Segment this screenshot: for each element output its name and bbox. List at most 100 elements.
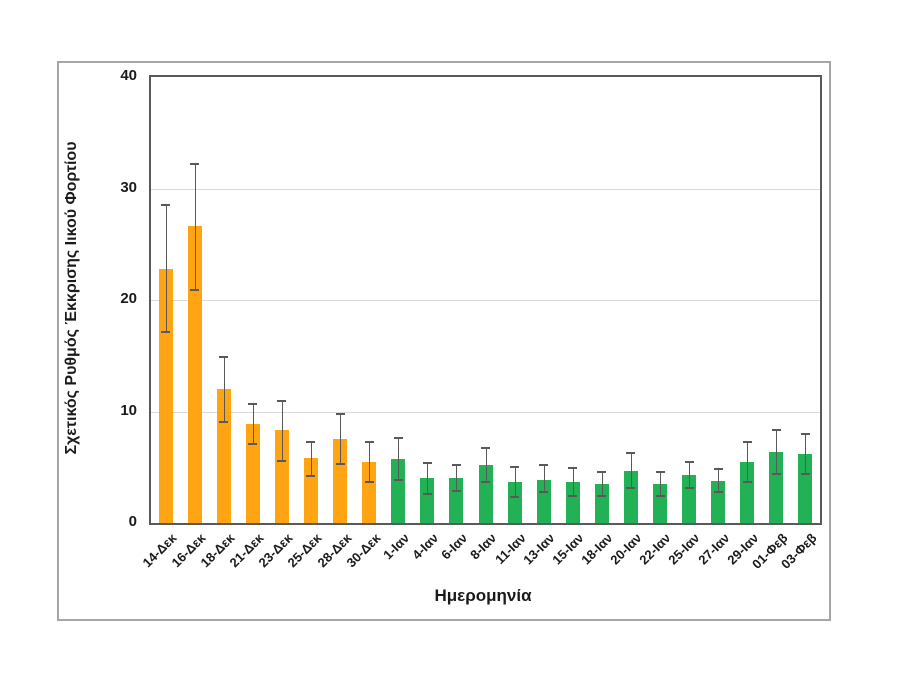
error-bar-cap [655, 495, 665, 498]
bar-30-Δεκ [362, 461, 377, 523]
error-bar-whisker [776, 430, 778, 474]
error-bar-whisker [689, 461, 691, 489]
error-bar-cap [597, 470, 607, 473]
error-bar-whisker [747, 441, 749, 482]
error-bar-cap [277, 459, 287, 462]
y-axis-title: Σχετικός Ρυθμός Έκκρισης Ιικού Φορτίου [63, 141, 80, 455]
bar-15-Ιαν [565, 481, 580, 523]
error-bar-whisker [485, 448, 487, 482]
error-bar-whisker [194, 163, 196, 290]
error-bar-cap [713, 490, 723, 493]
error-bar-cap [306, 475, 316, 478]
error-bar-cap [190, 288, 200, 291]
error-bar-whisker [252, 403, 254, 444]
error-bar-cap [393, 437, 403, 440]
bar-18-Δεκ [216, 389, 231, 523]
error-bar-whisker [398, 438, 400, 480]
y-tick-label-20: 20 [120, 290, 137, 307]
error-bar-cap [248, 402, 258, 405]
error-bar-cap [742, 480, 752, 483]
error-bar-whisker [543, 465, 545, 492]
y-tick-label-10: 10 [120, 401, 137, 419]
error-bar-cap [684, 460, 694, 463]
error-bar-cap [510, 466, 520, 469]
gridline [151, 300, 820, 301]
bar-16-Δεκ [187, 226, 202, 523]
error-bar-cap [190, 162, 200, 165]
gridline [151, 411, 820, 413]
error-bar-cap [422, 461, 432, 464]
error-bar-cap [510, 496, 520, 499]
bar-4-Ιαν [420, 478, 435, 523]
error-bar-cap [713, 468, 723, 471]
error-bar-cap [568, 467, 578, 470]
bar-8-Ιαν [478, 465, 493, 523]
error-bar-cap [161, 331, 171, 334]
error-bar-whisker [310, 441, 312, 477]
bar-23-Δεκ [274, 430, 289, 523]
error-bar-whisker [165, 205, 167, 333]
error-bar-cap [481, 480, 490, 483]
error-bar-cap [306, 440, 316, 443]
x-axis-title: Ημερομηνία [434, 586, 532, 605]
error-bar-whisker [805, 433, 807, 474]
error-bar-cap [248, 442, 258, 445]
bar-03-Φεβ [798, 453, 813, 523]
error-bar-whisker [369, 441, 371, 482]
error-bar-whisker [514, 467, 516, 498]
bar-01-Φεβ [769, 451, 784, 523]
error-bar-cap [771, 472, 781, 475]
error-bar-cap [451, 464, 461, 467]
bar-21-Δεκ [245, 423, 260, 523]
error-bar-whisker [427, 462, 429, 494]
error-bar-cap [335, 462, 345, 465]
error-bar-cap [684, 487, 694, 490]
error-bar-cap [539, 464, 549, 467]
error-bar-cap [597, 495, 607, 498]
bar-20-Ιαν [623, 470, 638, 523]
error-bar-whisker [340, 413, 342, 464]
error-bar-cap [626, 451, 636, 454]
error-bar-cap [626, 487, 636, 490]
bar-28-Δεκ [333, 439, 348, 523]
error-bar-whisker [223, 356, 225, 422]
error-bar-cap [161, 204, 171, 207]
y-tick-label-30: 30 [120, 178, 137, 196]
error-bar-cap [219, 420, 229, 423]
error-bar-whisker [281, 401, 283, 461]
bar-25-Δεκ [303, 458, 318, 523]
plot-area [149, 75, 822, 525]
bar-22-Ιαν [653, 483, 668, 523]
bar-18-Ιαν [594, 483, 609, 523]
error-bar-cap [335, 412, 345, 415]
error-bar-whisker [456, 465, 458, 491]
error-bar-cap [742, 440, 752, 443]
bar-11-Ιαν [507, 481, 522, 523]
error-bar-cap [655, 470, 665, 473]
error-bar-cap [568, 495, 578, 498]
gridline [151, 188, 820, 190]
error-bar-cap [277, 400, 287, 403]
y-tick-label-0: 0 [128, 513, 137, 530]
y-tick-label-40: 40 [120, 67, 137, 84]
error-bar-cap [481, 447, 490, 450]
bar-1-Ιαν [391, 459, 406, 523]
error-bar-cap [539, 490, 549, 493]
error-bar-cap [771, 429, 781, 432]
bar-6-Ιαν [449, 478, 464, 523]
bar-13-Ιαν [536, 479, 551, 523]
error-bar-cap [364, 480, 374, 483]
bar-29-Ιαν [740, 461, 755, 523]
error-bar-cap [451, 489, 461, 492]
error-bar-whisker [718, 469, 720, 492]
error-bar-whisker [572, 468, 574, 497]
error-bar-whisker [630, 452, 632, 489]
error-bar-cap [364, 440, 374, 443]
error-bar-cap [800, 472, 810, 475]
bar-25-Ιαν [682, 475, 697, 523]
error-bar-cap [800, 432, 810, 435]
error-bar-cap [393, 478, 403, 481]
error-bar-whisker [660, 471, 662, 497]
error-bar-cap [219, 355, 229, 358]
